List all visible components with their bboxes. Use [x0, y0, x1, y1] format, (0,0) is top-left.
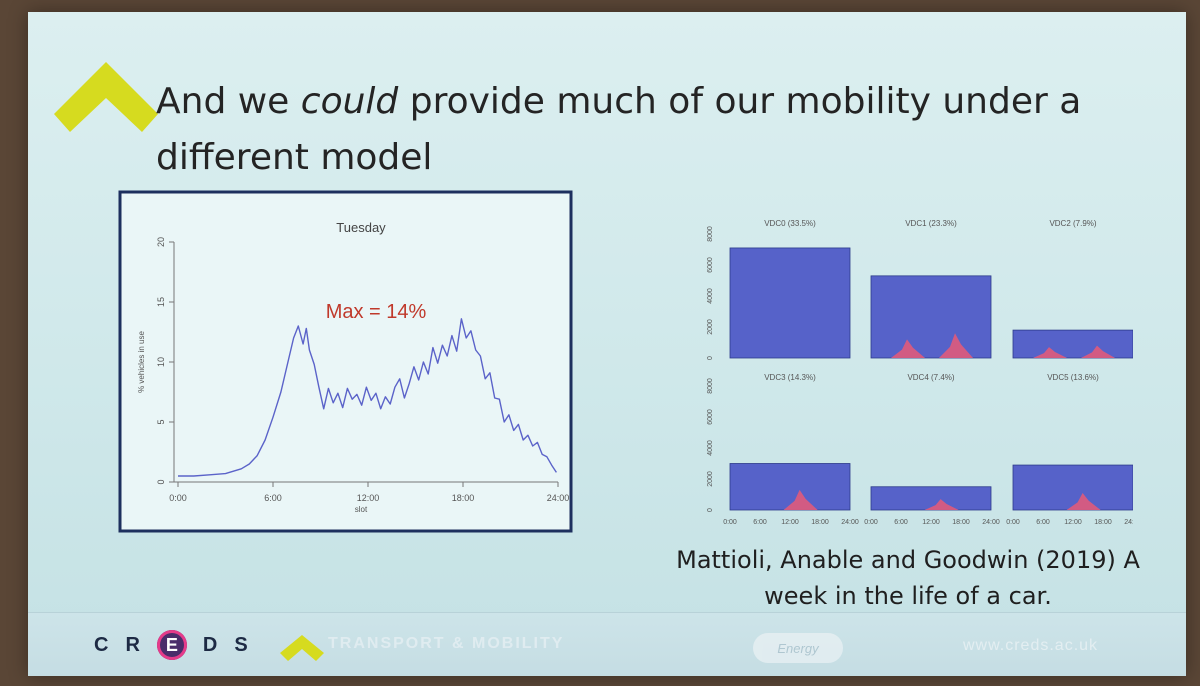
x-tick-label: 24:00: [841, 519, 859, 526]
y-tick-label: 20: [156, 237, 166, 247]
chart-title: Tuesday: [336, 220, 386, 235]
y-tick-label: 8000: [707, 226, 714, 242]
x-axis-label: slot: [355, 505, 368, 514]
vdc-cluster-small-multiples: VDC0 (33.5%) VDC1 (23.3%) VDC2 (7.9%) VDC3 …: [707, 219, 1133, 526]
x-tick-label: 12:00: [357, 493, 380, 503]
panel-title: VDC3 (14.3%): [764, 373, 816, 382]
y-tick-label: 0: [707, 356, 714, 360]
y-tick-label: 15: [156, 297, 166, 307]
y-tick-label: 6000: [707, 409, 714, 425]
slide: And we could provide much of our mobilit…: [28, 12, 1186, 676]
panel-peak: [783, 489, 818, 510]
title-part: provide much of our mobility under a dif…: [156, 81, 1082, 178]
citation: Mattioli, Anable and Goodwin (2019) A we…: [676, 546, 1140, 610]
x-tick-label: 6:00: [753, 519, 767, 526]
creds-letter-badge: E: [156, 630, 187, 660]
title-part: And we: [156, 81, 301, 122]
panel-area: [870, 486, 992, 511]
panel-area: [870, 275, 992, 359]
x-tick-label: 24:00: [547, 493, 570, 503]
panel-title: VDC0 (33.5%): [764, 219, 816, 228]
y-tick-label: 0: [156, 479, 166, 484]
panel-peak: [891, 339, 925, 358]
usage-line: [178, 318, 557, 477]
x-tick-label: 18:00: [952, 519, 970, 526]
x-tick-label: 6:00: [264, 493, 282, 503]
tuesday-usage-chart: Tuesday 0:00 6:00 12:00 18:00 24:00 0 5 10 15 20 sl…: [118, 190, 573, 533]
panel-area: [729, 463, 851, 511]
chart-frame: [118, 190, 573, 533]
footer-url[interactable]: www.creds.ac.uk: [963, 637, 1099, 654]
brand-chevron-logo: [54, 62, 158, 132]
x-tick-label: 18:00: [1094, 519, 1112, 526]
panel-title: VDC1 (23.3%): [905, 219, 957, 228]
y-axis-label: % vehicles in use: [137, 331, 146, 393]
max-annotation: Max = 14%: [326, 301, 427, 323]
y-tick-label: 4000: [707, 288, 714, 304]
panel-peak: [1066, 492, 1101, 510]
x-tick-label: 0:00: [864, 519, 878, 526]
x-tick-label: 0:00: [1006, 519, 1020, 526]
x-tick-label: 18:00: [452, 493, 475, 503]
footer-chevron-icon: [280, 635, 324, 661]
panel-title: VDC2 (7.9%): [1049, 219, 1096, 228]
panel-title: VDC5 (13.6%): [1047, 373, 1099, 382]
x-tick-label: 6:00: [1036, 519, 1050, 526]
x-tick-label: 0:00: [723, 519, 737, 526]
panel-peak: [1081, 345, 1115, 358]
panel-peak: [939, 333, 973, 358]
y-tick-label: 6000: [707, 257, 714, 273]
creds-letter: S: [234, 633, 249, 656]
x-tick-label: 6:00: [894, 519, 908, 526]
panel-area: [1012, 329, 1133, 359]
y-tick-label: 10: [156, 357, 166, 367]
y-tick-label: 4000: [707, 440, 714, 456]
slide-title: And we could provide much of our mobilit…: [156, 74, 1166, 186]
title-emphasis: could: [300, 81, 399, 122]
x-tick-label: 12:00: [922, 519, 940, 526]
footer-theme: TRANSPORT & MOBILITY: [328, 635, 565, 652]
panel-area: [1012, 464, 1133, 511]
y-tick-label: 8000: [707, 378, 714, 394]
y-tick-label: 2000: [707, 319, 714, 335]
panel-peak: [1033, 347, 1067, 358]
x-tick-label: 24:00: [1124, 519, 1133, 526]
y-tick-label: 0: [707, 508, 714, 512]
x-tick-label: 18:00: [811, 519, 829, 526]
x-tick-label: 12:00: [781, 519, 799, 526]
panel-peak: [924, 499, 959, 510]
creds-letter: R: [125, 633, 141, 656]
x-tick-label: 12:00: [1064, 519, 1082, 526]
x-tick-label: 0:00: [169, 493, 187, 503]
x-tick-label: 24:00: [982, 519, 1000, 526]
creds-letter: C: [94, 633, 110, 656]
y-tick-label: 2000: [707, 471, 714, 487]
creds-letter: D: [202, 633, 219, 656]
panel-area: [729, 247, 851, 359]
panel-title: VDC4 (7.4%): [907, 373, 954, 382]
partner-logo: Energy: [753, 633, 843, 663]
y-tick-label: 5: [156, 419, 166, 424]
